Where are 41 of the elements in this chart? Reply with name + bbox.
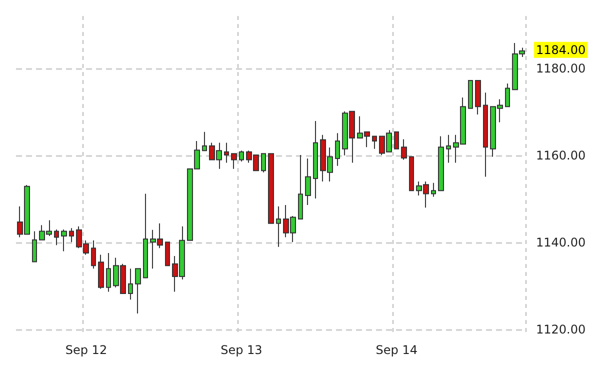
candlestick (276, 206, 281, 248)
x-tick-label: Sep 14 (376, 343, 418, 357)
y-tick-label: 1180.00 (536, 61, 586, 76)
candlestick (231, 153, 237, 170)
candlestick (438, 136, 444, 192)
candlestick (409, 156, 414, 192)
y-tick-label: 1140.00 (536, 236, 586, 250)
candlestick (268, 153, 274, 224)
candlestick (475, 80, 481, 115)
candlestick (468, 80, 473, 109)
candlestick (261, 153, 266, 173)
candlestick (69, 228, 74, 243)
x-tick-label: Sep 12 (65, 343, 108, 357)
candlestick (135, 268, 141, 314)
candlestick (298, 154, 303, 220)
candlestick (128, 268, 133, 300)
candlestick (239, 150, 244, 162)
y-tick-label: 1160.00 (536, 148, 586, 162)
candlestick (165, 242, 170, 266)
candlestick (313, 120, 318, 200)
candlestick (394, 131, 399, 150)
candlestick (505, 83, 510, 108)
x-tick-label: Sep 13 (220, 343, 262, 357)
candlestick (106, 252, 111, 292)
candlestick (202, 131, 207, 152)
candlestick (446, 134, 451, 164)
candlestick (91, 240, 96, 270)
text: 1184.00 (536, 42, 586, 57)
candlestick (98, 254, 104, 290)
candlestick (305, 158, 311, 206)
candlestick (372, 136, 377, 150)
y-tick-label: 1120.00 (536, 322, 586, 337)
candlestick (143, 193, 148, 278)
candlestick (335, 132, 340, 166)
candlestick (401, 138, 407, 160)
candlestick (61, 228, 67, 252)
candlestick (54, 228, 59, 246)
candlestick (483, 92, 488, 178)
candlestick (32, 230, 37, 262)
candlestick (431, 182, 436, 198)
candlestick (224, 142, 229, 164)
